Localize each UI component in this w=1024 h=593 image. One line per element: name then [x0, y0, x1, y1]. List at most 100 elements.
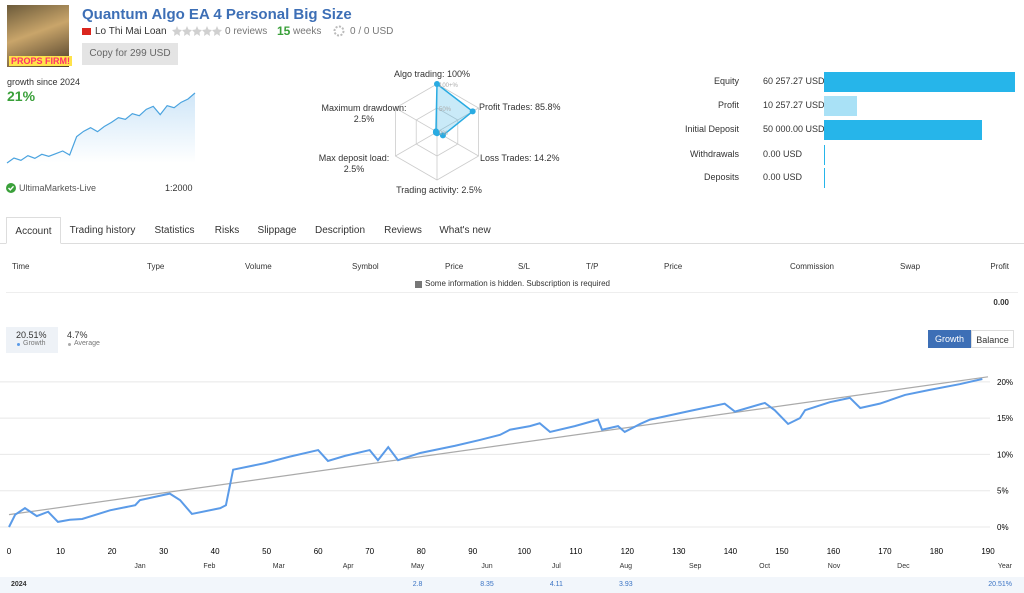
tab[interactable]: Trading history: [69, 225, 136, 236]
balance-value: 60 257.27 USD: [763, 76, 825, 86]
month-header: Apr: [342, 563, 354, 570]
leverage: 1:2000: [165, 183, 193, 193]
growth-label: growth since 2024: [7, 77, 81, 87]
avatar-text: PROPS FIRM!: [9, 56, 73, 66]
balance-bar: [824, 120, 983, 140]
flag: [82, 28, 91, 35]
y-tick-label: 0%: [997, 523, 1009, 532]
total: 0.00: [993, 298, 1009, 307]
radar-label: Loss Trades: 14.2%: [480, 153, 560, 163]
column-header: Time: [12, 262, 30, 271]
weeks-label: weeks: [293, 26, 322, 37]
y-tick-label: 20%: [997, 378, 1013, 387]
legend-box[interactable]: [6, 327, 58, 353]
radar-label: Max deposit load: 2.5%: [318, 153, 390, 174]
series-line: [8, 376, 989, 516]
tab[interactable]: Description: [314, 225, 366, 236]
broker[interactable]: UltimaMarkets-Live: [19, 183, 97, 193]
radar-tick-label: 0%: [439, 131, 448, 137]
legend-value[interactable]: 4.7%: [67, 330, 88, 340]
legend-name[interactable]: Growth: [23, 340, 46, 347]
balance-label: Initial Deposit: [684, 124, 739, 134]
stars: [172, 26, 222, 36]
month-value: 8.35: [480, 581, 494, 588]
x-tick-label: 150: [775, 547, 789, 556]
x-tick-label: 100: [518, 547, 532, 556]
balance-label: Withdrawals: [689, 149, 739, 159]
chart: 0% 5% 10% 15% 20% 0 10 20 30 40 50 60 70 80 90 100 110 12…: [0, 376, 1013, 556]
author[interactable]: Lo Thi Mai Loan: [95, 26, 167, 37]
column-header: T/P: [586, 262, 599, 271]
chart-button[interactable]: Balance: [971, 330, 1014, 348]
x-tick-label: 20: [108, 547, 117, 556]
x-tick-label: 170: [878, 547, 892, 556]
subscribers-icon: [333, 25, 345, 37]
month-header: Jan: [134, 563, 146, 570]
x-tick-label: 40: [211, 547, 220, 556]
month-header: Feb: [203, 563, 216, 570]
legend-dot: [68, 343, 71, 346]
column-header: Price: [664, 262, 683, 271]
radar-spoke: [395, 107, 438, 133]
month-header: Jul: [551, 563, 561, 570]
y-tick-label: 15%: [997, 414, 1013, 423]
monthly-row-bg: [0, 577, 1024, 593]
title[interactable]: Quantum Algo EA 4 Personal Big Size: [82, 6, 352, 23]
month-header: Dec: [897, 563, 910, 570]
x-tick-label: 180: [930, 547, 944, 556]
month-header: Oct: [759, 563, 771, 570]
column-header: S/L: [518, 262, 531, 271]
balance-bar: [824, 96, 857, 116]
x-tick-label: 10: [56, 547, 65, 556]
radar-label: Trading activity: 2.5%: [396, 185, 482, 195]
tab[interactable]: Risks: [214, 225, 240, 236]
sparkline-line: [6, 92, 196, 164]
weeks: 15: [277, 24, 291, 38]
tab[interactable]: Reviews: [384, 225, 422, 236]
growth-value: 21%: [7, 88, 36, 104]
balance-label: Deposits: [703, 172, 739, 182]
radar-label: Profit Trades: 85.8%: [479, 102, 561, 112]
chart-button[interactable]: Growth: [928, 330, 971, 348]
tab[interactable]: What's new: [439, 225, 491, 236]
y-tick-label: 10%: [997, 450, 1013, 459]
tabs-line: [0, 243, 1024, 244]
radar-chart: 0% 50% 100+%: [395, 81, 479, 181]
radar-tick-label: 50%: [439, 107, 452, 113]
tab[interactable]: Account: [6, 217, 61, 244]
sparkline: [6, 92, 196, 164]
month-header: Aug: [619, 563, 633, 570]
tab[interactable]: Slippage: [257, 225, 297, 236]
month-header: Year: [997, 563, 1012, 570]
radar-point: [434, 81, 440, 87]
tab[interactable]: Statistics: [154, 225, 195, 236]
lock-icon: [415, 281, 422, 288]
year-total: 20.51%: [988, 581, 1012, 588]
legend-value[interactable]: 20.51%: [16, 330, 47, 340]
legend-name[interactable]: Average: [74, 340, 100, 347]
x-tick-label: 70: [365, 547, 374, 556]
reviews[interactable]: 0 reviews: [225, 26, 268, 37]
balance-label: Equity: [713, 76, 739, 86]
sparkline-area: [7, 93, 195, 163]
x-tick-label: 30: [159, 547, 168, 556]
month-header: Sep: [688, 563, 702, 570]
series-line: [8, 378, 983, 528]
radar-label: Maximum drawdown: 2.5%: [321, 103, 407, 124]
radar-point: [439, 132, 446, 139]
x-tick-label: 90: [468, 547, 477, 556]
copy-button[interactable]: Copy for 299 USD: [82, 43, 178, 65]
month-header: May: [410, 563, 425, 570]
radar-point: [432, 128, 439, 135]
x-tick-label: 110: [569, 547, 582, 556]
month-header: Jun: [481, 563, 493, 570]
column-header: Type: [147, 262, 165, 271]
month-value: 3.93: [618, 581, 633, 588]
month-value: 4.11: [549, 581, 563, 588]
x-tick-label: 140: [724, 547, 738, 556]
month-header: Nov: [827, 563, 841, 570]
y-tick-label: 5%: [997, 487, 1009, 496]
balance-value: 0.00 USD: [763, 172, 803, 182]
x-tick-label: 80: [417, 547, 426, 556]
